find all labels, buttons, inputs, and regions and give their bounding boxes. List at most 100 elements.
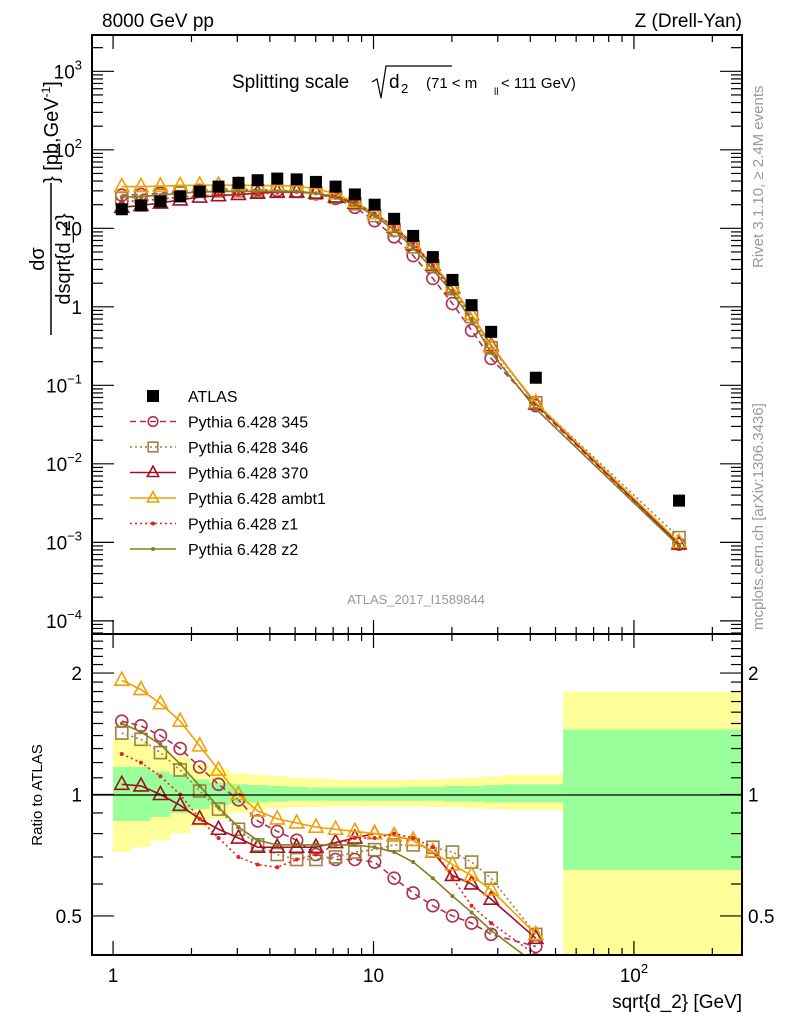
ratio-data-point bbox=[430, 876, 435, 881]
y-tick-label: 10−3 bbox=[46, 528, 82, 554]
data-point bbox=[333, 195, 338, 200]
ratio-data-point bbox=[372, 836, 377, 841]
title-range-sub: ll bbox=[494, 87, 498, 98]
ratio-data-point bbox=[275, 842, 280, 847]
data-point bbox=[489, 350, 494, 355]
data-point bbox=[673, 494, 686, 507]
ratio-data-point bbox=[230, 828, 247, 844]
stat-uncertainty-band bbox=[483, 785, 505, 803]
legend-label: Pythia 6.428 346 bbox=[188, 440, 308, 457]
legend-item: Pythia 6.428 370 bbox=[130, 464, 308, 483]
ylabel-numerator: dσ bbox=[27, 247, 49, 271]
data-point bbox=[392, 224, 397, 229]
stat-uncertainty-band bbox=[326, 787, 348, 801]
tick-base: 10 bbox=[620, 966, 641, 987]
x-tick-label: 1 bbox=[108, 966, 119, 987]
ratio-data-point bbox=[197, 783, 202, 788]
series-line bbox=[121, 184, 680, 543]
data-point bbox=[119, 195, 124, 200]
ratio-data-point bbox=[211, 777, 226, 792]
ratio-data-point bbox=[231, 822, 246, 837]
legend-item: ATLAS bbox=[147, 389, 238, 406]
ratio-data-point bbox=[158, 774, 163, 779]
main-series-group bbox=[113, 172, 688, 551]
y-tick-label: 10−4 bbox=[46, 607, 82, 633]
series-atlas bbox=[115, 172, 686, 507]
legend-marker bbox=[146, 464, 160, 478]
tick-base: 10 bbox=[46, 533, 67, 554]
data-point bbox=[232, 176, 245, 189]
ratio-data-point bbox=[527, 924, 545, 941]
ratio-data-point bbox=[152, 784, 169, 801]
ratio-data-point bbox=[372, 845, 377, 850]
stat-uncertainty-band bbox=[268, 785, 289, 802]
ratio-y-tick-label-right: 1 bbox=[748, 786, 759, 807]
tick-exponent: −1 bbox=[67, 371, 82, 386]
data-point bbox=[485, 325, 498, 338]
legend-label: Pythia 6.428 345 bbox=[188, 415, 308, 432]
stat-uncertainty-band bbox=[464, 785, 485, 802]
y-tick-label: 1 bbox=[71, 298, 82, 319]
tick-exponent: 2 bbox=[641, 961, 648, 976]
mcplots-label: mcplots.cern.ch [arXiv:1306.3436] bbox=[750, 403, 767, 630]
ratio-data-point bbox=[411, 836, 416, 841]
ratio-data-point bbox=[171, 711, 189, 727]
tick-base: 1 bbox=[71, 298, 82, 319]
ratio-data-point bbox=[192, 760, 207, 774]
stat-uncertainty-band bbox=[307, 787, 328, 801]
ratio-data-point bbox=[392, 831, 397, 836]
legend-label: Pythia 6.428 z1 bbox=[188, 517, 298, 534]
data-point bbox=[134, 199, 147, 212]
stat-uncertainty-band bbox=[189, 779, 210, 810]
ratio-data-point bbox=[230, 784, 247, 801]
ratio-data-point bbox=[288, 837, 306, 854]
ratio-data-point bbox=[210, 760, 227, 776]
data-point bbox=[313, 191, 318, 196]
ratio-data-point bbox=[529, 927, 543, 942]
ylabel-units-end: ] bbox=[41, 81, 63, 87]
ratio-data-point bbox=[275, 865, 280, 870]
ratio-data-point bbox=[387, 871, 401, 886]
data-point bbox=[138, 194, 143, 199]
data-point bbox=[309, 175, 322, 188]
ratio-y-axis-label: Ratio to ATLAS bbox=[29, 744, 46, 845]
ratio-data-point bbox=[307, 817, 325, 833]
ratio-series-line bbox=[121, 720, 537, 948]
data-point bbox=[430, 267, 435, 272]
title-sqrt-d: d bbox=[389, 72, 400, 93]
ratio-data-point bbox=[268, 809, 286, 825]
data-point bbox=[154, 195, 167, 208]
series-line bbox=[121, 190, 680, 547]
ratio-data-point bbox=[406, 886, 420, 900]
data-point bbox=[251, 174, 264, 187]
series-pythia-6-428-z2 bbox=[119, 189, 682, 548]
ratio-data-point bbox=[444, 854, 461, 871]
data-point bbox=[533, 406, 538, 411]
ratio-data-point bbox=[289, 852, 304, 867]
ratio-data-point bbox=[268, 837, 286, 854]
ratio-data-point bbox=[450, 876, 455, 881]
x-tick-label: 10 bbox=[363, 966, 384, 987]
ratio-data-point bbox=[236, 854, 241, 859]
data-point bbox=[348, 188, 361, 201]
stat-uncertainty-band bbox=[346, 787, 367, 801]
ratio-data-point bbox=[236, 825, 241, 830]
legend-label: Pythia 6.428 z2 bbox=[188, 542, 298, 559]
stat-uncertainty-band bbox=[425, 786, 446, 801]
legend-marker bbox=[147, 390, 159, 402]
data-point bbox=[212, 180, 225, 193]
stat-uncertainty-band bbox=[563, 729, 743, 870]
ylabel-units-sup: -1 bbox=[39, 86, 53, 97]
data-point bbox=[529, 371, 542, 384]
ratio-data-point bbox=[113, 670, 131, 687]
ratio-data-point bbox=[426, 898, 440, 913]
main-plot-title: Splitting scale d 2 (71 < m ll < 111 GeV… bbox=[232, 65, 576, 99]
ratio-data-point bbox=[132, 679, 150, 696]
ratio-data-point bbox=[294, 842, 299, 847]
ratio-series-pythia-6-428-ambt1 bbox=[113, 670, 545, 941]
ratio-data-point bbox=[469, 903, 474, 908]
ratio-data-point bbox=[173, 741, 187, 756]
data-point bbox=[407, 229, 420, 242]
